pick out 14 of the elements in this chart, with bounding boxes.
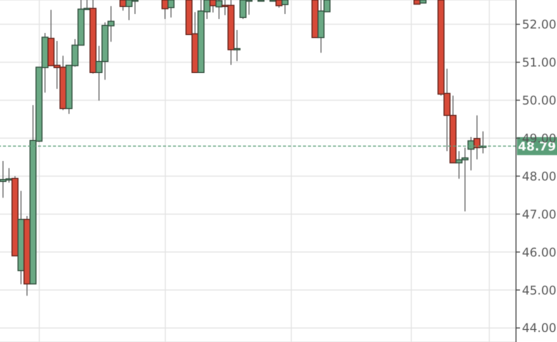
y-tick-label: 45.00: [522, 283, 556, 298]
candlestick: [474, 114, 480, 160]
candlestick: [282, 0, 288, 15]
candlestick: [216, 0, 222, 20]
candlestick: [480, 130, 486, 154]
y-tick-label: 52.00: [522, 18, 556, 32]
candlestick: [234, 29, 240, 62]
y-tick-label: 47.00: [522, 207, 556, 222]
y-tick-label: 44.00: [522, 321, 556, 336]
y-tick-label: 51.00: [522, 56, 556, 70]
candlestick: [168, 0, 174, 18]
y-tick-label: 46.00: [522, 245, 556, 260]
y-tick-label: 48.00: [522, 169, 556, 184]
y-tick-label: 50.00: [522, 93, 556, 108]
